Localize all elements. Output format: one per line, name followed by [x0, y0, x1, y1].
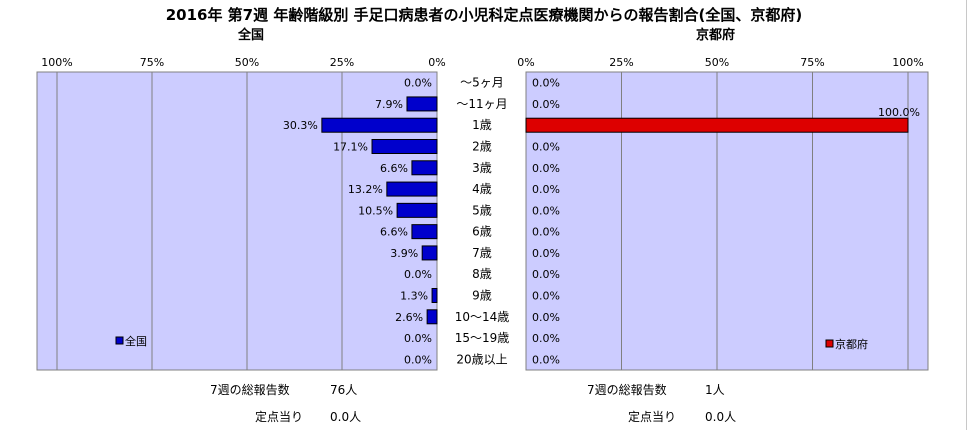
kyoto-data-label: 0.0% — [532, 204, 560, 217]
kyoto-x-tick-label: 100% — [892, 56, 923, 69]
national-data-label: 7.9% — [375, 98, 403, 111]
national-data-label: 13.2% — [348, 183, 383, 196]
national-x-tick-label: 0% — [428, 56, 445, 69]
kyoto-data-label: 0.0% — [532, 141, 560, 154]
kyoto-data-label: 0.0% — [532, 311, 560, 324]
kyoto-plot-border — [525, 71, 929, 371]
category-label: 15～19歳 — [455, 331, 510, 345]
national-bar — [406, 96, 438, 112]
category-label: 20歳以上 — [456, 352, 507, 366]
national-legend-swatch — [115, 336, 124, 345]
kyoto-data-label: 0.0% — [532, 162, 560, 175]
national-plot-border — [36, 71, 438, 371]
national-data-label: 6.6% — [380, 162, 408, 175]
kyoto-x-tick-label: 50% — [705, 56, 729, 69]
national-plot-area — [37, 72, 437, 370]
national-bar — [386, 181, 438, 197]
kyoto-data-label: 0.0% — [532, 183, 560, 196]
national-x-tick-label: 75% — [140, 56, 164, 69]
category-label: 10～14歳 — [455, 310, 510, 324]
kyoto-total-value: 1人 — [705, 383, 725, 397]
national-bar — [426, 309, 438, 325]
kyoto-data-label: 0.0% — [532, 77, 560, 90]
kyoto-x-tick-label: 0% — [517, 56, 534, 69]
national-bar — [411, 160, 438, 176]
category-labels: ～5ヶ月 ～11ヶ月 1歳 2歳 3歳 4歳 5歳 6歳 7歳 8歳 9歳 10～14歳 15～19歳 2… — [455, 76, 510, 367]
national-subtitle: 全国 — [238, 28, 265, 43]
kyoto-x-tick-label: 25% — [609, 56, 633, 69]
category-label: 2歳 — [472, 140, 492, 154]
category-label: 6歳 — [472, 225, 492, 239]
category-label: ～11ヶ月 — [456, 97, 507, 111]
kyoto-bar — [525, 117, 909, 133]
kyoto-data-label: 0.0% — [532, 353, 560, 366]
national-x-tick-label: 25% — [330, 56, 354, 69]
category-label: 8歳 — [472, 267, 492, 281]
category-label: 1歳 — [472, 118, 492, 132]
category-label: 7歳 — [472, 246, 492, 260]
category-label: 9歳 — [472, 289, 492, 303]
national-legend-label: 全国 — [125, 334, 147, 348]
kyoto-data-label: 0.0% — [532, 290, 560, 303]
kyoto-data-label: 0.0% — [532, 332, 560, 345]
national-bar — [321, 117, 438, 133]
national-data-label: 6.6% — [380, 226, 408, 239]
national-bar — [411, 224, 438, 240]
national-x-tick-label: 100% — [41, 56, 72, 69]
kyoto-panel: 0% 25% 50% 75% 100% 0.0% 0.0% 100.0% 0.0% 0.0% 0.0… — [517, 56, 929, 371]
national-bar — [396, 202, 438, 218]
national-data-label: 2.6% — [395, 311, 423, 324]
national-bar — [371, 139, 438, 154]
national-data-label: 30.3% — [283, 119, 318, 132]
national-data-label: 17.1% — [333, 141, 368, 154]
frame-border — [966, 0, 967, 430]
kyoto-per-value: 0.0人 — [705, 410, 737, 424]
national-bar — [421, 245, 438, 261]
kyoto-data-label: 0.0% — [532, 247, 560, 260]
national-per-label: 定点当り — [255, 410, 304, 424]
kyoto-total-label: 7週の総報告数 — [587, 383, 667, 397]
national-data-label: 0.0% — [404, 353, 432, 366]
kyoto-data-label: 0.0% — [532, 98, 560, 111]
kyoto-data-label: 0.0% — [532, 226, 560, 239]
national-data-label: 0.0% — [404, 77, 432, 90]
national-data-label: 10.5% — [358, 204, 393, 217]
national-data-label: 0.0% — [404, 332, 432, 345]
kyoto-legend-swatch — [825, 339, 834, 348]
national-bar — [431, 288, 438, 303]
category-label: 4歳 — [472, 182, 492, 196]
category-label: ～5ヶ月 — [460, 76, 504, 90]
kyoto-plot-area — [526, 72, 928, 370]
kyoto-data-label: 100.0% — [878, 106, 920, 119]
kyoto-x-tick-label: 75% — [800, 56, 824, 69]
national-per-value: 0.0人 — [330, 410, 362, 424]
national-panel: 0%25%50%75%100%0.0%7.9%30.3%17.1%6.6%13.… — [36, 56, 446, 371]
national-x-tick-label: 50% — [235, 56, 259, 69]
kyoto-subtitle: 京都府 — [696, 28, 736, 43]
national-total-label: 7週の総報告数 — [210, 383, 290, 397]
kyoto-legend-label: 京都府 — [835, 337, 868, 351]
kyoto-data-label: 0.0% — [532, 268, 560, 281]
kyoto-per-label: 定点当り — [628, 410, 677, 424]
national-data-label: 1.3% — [400, 290, 428, 303]
chart-title: 2016年 第7週 年齢階級別 手足口病患者の小児科定点医療機関からの報告割合(… — [165, 6, 803, 24]
national-total-value: 76人 — [330, 383, 358, 397]
national-data-label: 0.0% — [404, 268, 432, 281]
category-label: 5歳 — [472, 203, 492, 217]
category-label: 3歳 — [472, 161, 492, 175]
national-data-label: 3.9% — [390, 247, 418, 260]
